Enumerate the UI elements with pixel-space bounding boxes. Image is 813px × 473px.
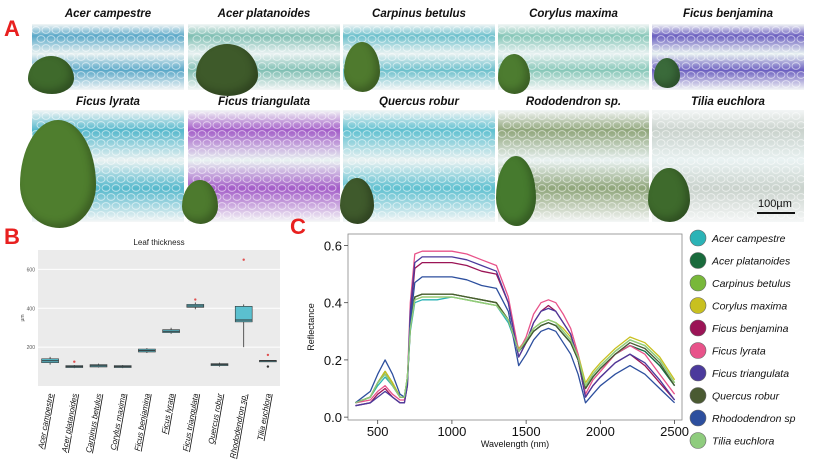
y-tick-label: 0.6 bbox=[324, 238, 342, 253]
legend-swatch bbox=[689, 342, 707, 359]
x-tick-label: Acer platanoides bbox=[60, 393, 79, 454]
maple-leaf-photo bbox=[196, 44, 258, 96]
x-tick-label: Ficus triangulata bbox=[181, 392, 200, 452]
y-tick-label: 200 bbox=[27, 345, 36, 351]
legend-label: Acer campestre bbox=[711, 233, 786, 245]
micrograph-title: Acer campestre bbox=[64, 8, 152, 20]
y-tick-label: 0.0 bbox=[324, 410, 342, 425]
legend-label: Carpinus betulus bbox=[712, 278, 792, 290]
x-tick-label: Corylus maxima bbox=[109, 392, 128, 451]
legend-swatch bbox=[689, 274, 707, 292]
y-tick-label: 600 bbox=[27, 267, 36, 273]
legend-label: Ficus triangulata bbox=[712, 368, 789, 380]
y-tick-label: 400 bbox=[27, 306, 36, 312]
legend-swatch bbox=[689, 409, 707, 427]
micrograph-title: Ficus benjamina bbox=[682, 8, 774, 20]
legend-swatch bbox=[689, 432, 707, 449]
panel-a-letter: A bbox=[4, 16, 20, 41]
legend-swatch bbox=[689, 364, 707, 382]
x-tick-label: Ficus benjamina bbox=[133, 392, 152, 451]
spectra-legend: Acer campestre Acer platanoides Carpinus b… bbox=[689, 229, 796, 449]
oval-leaf-photo bbox=[654, 58, 680, 88]
legend-swatch bbox=[689, 252, 707, 269]
legend-label: Ficus lyrata bbox=[712, 346, 766, 358]
x-tick-label: 1000 bbox=[437, 424, 466, 439]
legend-swatch bbox=[689, 297, 707, 314]
legend-label: Rhododendron sp bbox=[712, 413, 796, 425]
outlier-point bbox=[266, 365, 270, 368]
elongated-leaf-photo bbox=[496, 156, 536, 226]
oval-leaf-photo bbox=[498, 54, 530, 94]
oval-leaf-photo bbox=[344, 42, 380, 92]
y-axis-label: µm bbox=[20, 314, 26, 321]
large-leaf-photo bbox=[20, 120, 96, 228]
legend-label: Tilia euchlora bbox=[712, 436, 775, 448]
scale-bar bbox=[757, 212, 795, 214]
y-axis-label: Reflectance bbox=[306, 303, 316, 351]
scale-bar-label: 100µm bbox=[758, 198, 792, 210]
x-tick-label: 2500 bbox=[660, 424, 689, 439]
legend-label: Quercus robur bbox=[712, 391, 780, 403]
outlier-point bbox=[73, 360, 76, 363]
x-tick-label: Ficus lyrata bbox=[160, 392, 176, 434]
series-line bbox=[355, 256, 676, 407]
x-tick-label: Tilia euchlora bbox=[256, 392, 273, 441]
x-tick-label: Carpinus betulus bbox=[84, 393, 103, 454]
plot-frame bbox=[347, 233, 683, 421]
micrograph-title: Corylus maxima bbox=[529, 8, 618, 20]
micrograph-title: Carpinus betulus bbox=[372, 8, 466, 20]
x-axis-label: Wavelength (nm) bbox=[481, 439, 549, 449]
x-tick-label: 500 bbox=[367, 424, 389, 439]
cell-texture bbox=[343, 26, 495, 88]
legend-label: Acer platanoides bbox=[711, 256, 791, 268]
legend-swatch bbox=[689, 319, 707, 337]
heart-leaf-photo bbox=[648, 168, 690, 222]
legend-swatch bbox=[689, 229, 707, 247]
x-tick-label: Acer campestre bbox=[36, 392, 55, 450]
leaf-thickness-boxplot: 200 400 600 Leaf thickness µm Acer campestre A… bbox=[20, 238, 280, 459]
panel-b-letter: B bbox=[4, 224, 20, 249]
panel-c-letter: C bbox=[290, 214, 306, 239]
x-tick-label: Quercus robur bbox=[207, 392, 225, 444]
micrograph-title: Acer platanoides bbox=[217, 8, 311, 20]
y-tick-label: 0.2 bbox=[324, 353, 342, 368]
outlier-point bbox=[194, 298, 197, 301]
reflectance-spectra-chart: 500 1000 1500 2000 2500 0.0 0.2 0.4 0.6 Wavelengt… bbox=[306, 233, 689, 449]
outlier-point bbox=[266, 353, 270, 357]
series-line bbox=[355, 250, 676, 404]
micrograph-title: Quercus robur bbox=[379, 96, 459, 108]
oak-leaf-photo bbox=[340, 178, 374, 224]
legend-swatch bbox=[689, 387, 707, 404]
micrograph-title: Tilia euchlora bbox=[691, 96, 765, 108]
chart-title: Leaf thickness bbox=[133, 238, 184, 247]
series-line bbox=[355, 276, 676, 404]
legend-label: Corylus maxima bbox=[712, 301, 787, 313]
outlier-point bbox=[242, 258, 245, 261]
micrograph-title: Ficus triangulata bbox=[217, 96, 311, 108]
x-tick-label: Rhododendron sp. bbox=[228, 393, 248, 459]
y-tick-label: 0.4 bbox=[324, 296, 342, 311]
series-line bbox=[355, 296, 676, 404]
maple-leaf-photo bbox=[28, 56, 74, 94]
micrograph-title: Rododendron sp. bbox=[525, 96, 622, 108]
box bbox=[234, 306, 253, 323]
micrograph-title: Ficus lyrata bbox=[76, 96, 140, 108]
x-tick-label: 1500 bbox=[512, 424, 541, 439]
legend-label: Ficus benjamina bbox=[712, 323, 789, 335]
x-tick-label: 2000 bbox=[586, 424, 615, 439]
oval-leaf-photo bbox=[182, 180, 218, 224]
